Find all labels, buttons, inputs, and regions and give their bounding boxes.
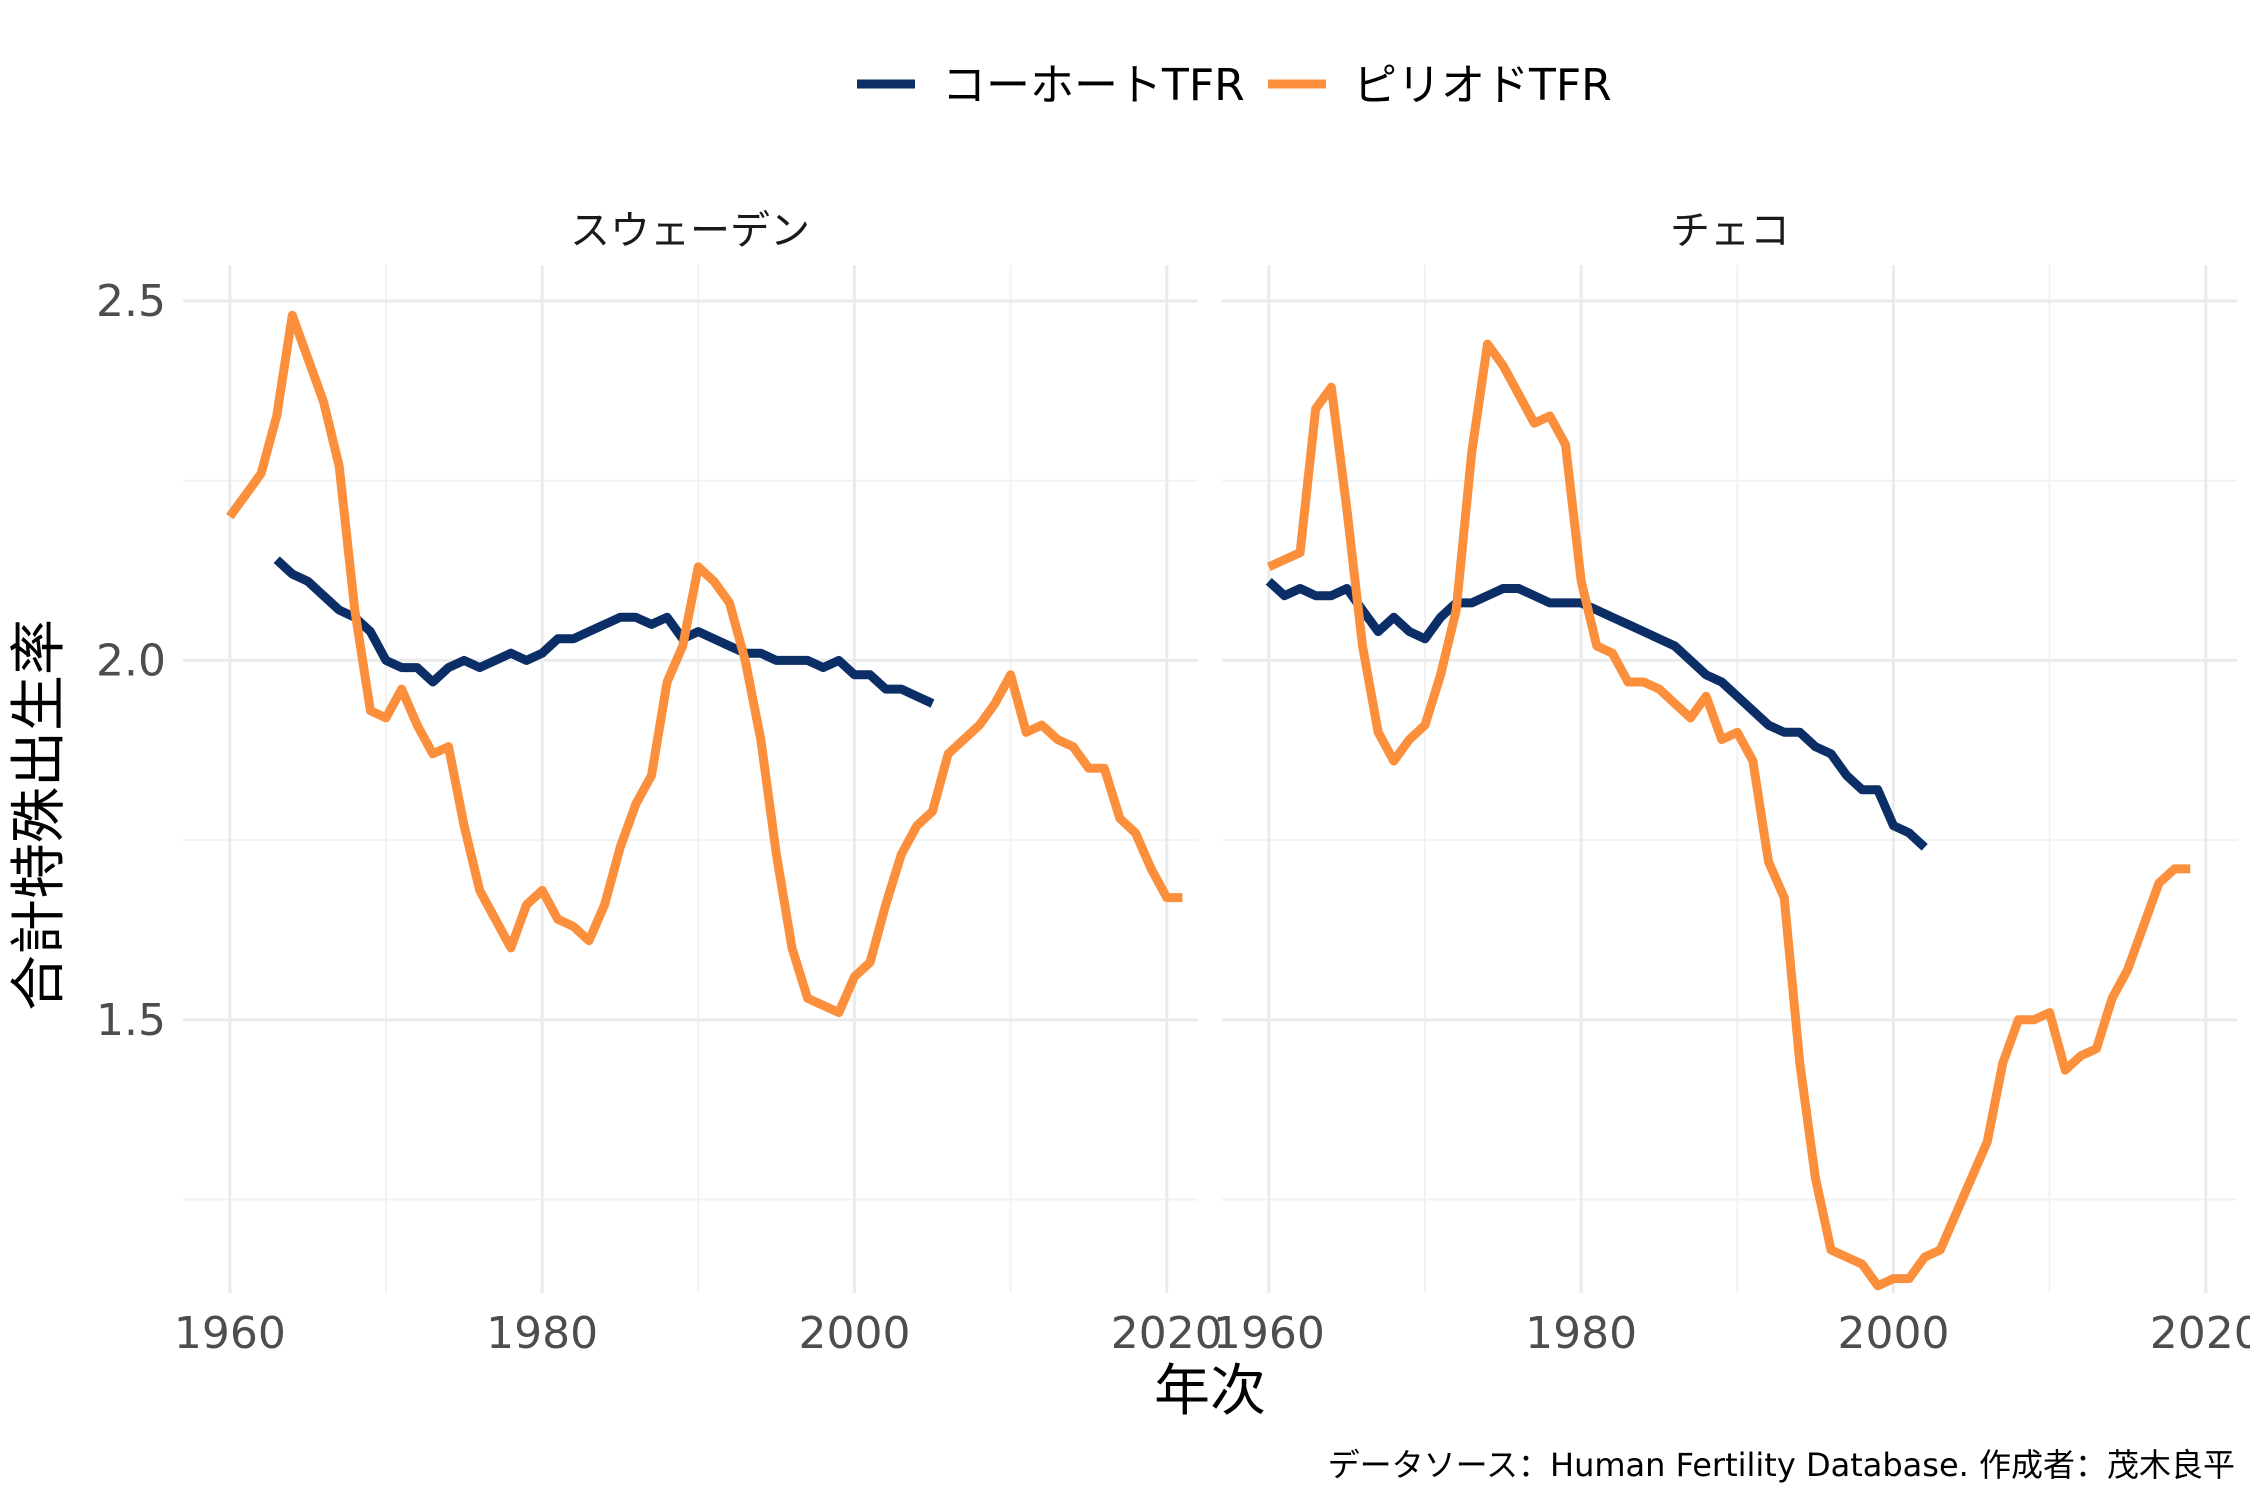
x-tick-label: 1960 (174, 1308, 286, 1359)
x-tick-label: 1960 (1213, 1308, 1325, 1359)
x-tick-label: 2000 (798, 1308, 910, 1359)
grid-czechia (1222, 265, 2237, 1293)
series-line-cohort-tfr (1265, 577, 1928, 851)
legend-label-cohort-tfr: コーホートTFR (942, 60, 1245, 111)
legend: コーホートTFR ピリオドTFR (857, 60, 1612, 111)
x-tick-label: 1980 (486, 1308, 598, 1359)
series-line-cohort-tfr (273, 556, 935, 708)
strip-label-sweden: スウェーデン (570, 208, 810, 254)
series-line-period-tfr (226, 310, 1183, 1018)
x-tick-label: 2000 (1837, 1308, 1949, 1359)
x-tick-label: 2020 (2150, 1308, 2250, 1359)
x-tick-labels-sweden: 1960 1980 2000 2020 (174, 1308, 1223, 1359)
x-axis-title: 年次 (1154, 1359, 1266, 1424)
x-tick-label: 2020 (1111, 1308, 1223, 1359)
y-tick-label: 2.0 (96, 635, 166, 686)
x-tick-labels-czechia: 1960 1980 2000 2020 (1213, 1308, 2250, 1359)
legend-label-period-tfr: ピリオドTFR (1353, 60, 1612, 111)
series-line-period-tfr (1266, 339, 2191, 1291)
grid-sweden (183, 265, 1198, 1293)
series-group-sweden (226, 310, 1183, 1018)
y-axis-title: 合計特殊出生率 (7, 619, 72, 1011)
strip-label-czechia: チェコ (1670, 208, 1790, 254)
series-group-czechia (1265, 339, 2191, 1291)
caption: データソース：Human Fertility Database. 作成者：茂木良… (1328, 1446, 2235, 1484)
y-tick-labels: 1.5 2.0 2.5 (96, 276, 166, 1046)
panel-sweden: スウェーデン 1960 1980 2000 2020 (174, 208, 1223, 1359)
panel-czechia: チェコ 1960 1980 2000 2020 (1213, 208, 2250, 1359)
x-tick-label: 1980 (1525, 1308, 1637, 1359)
y-tick-label: 1.5 (96, 995, 166, 1046)
y-tick-label: 2.5 (96, 276, 166, 327)
